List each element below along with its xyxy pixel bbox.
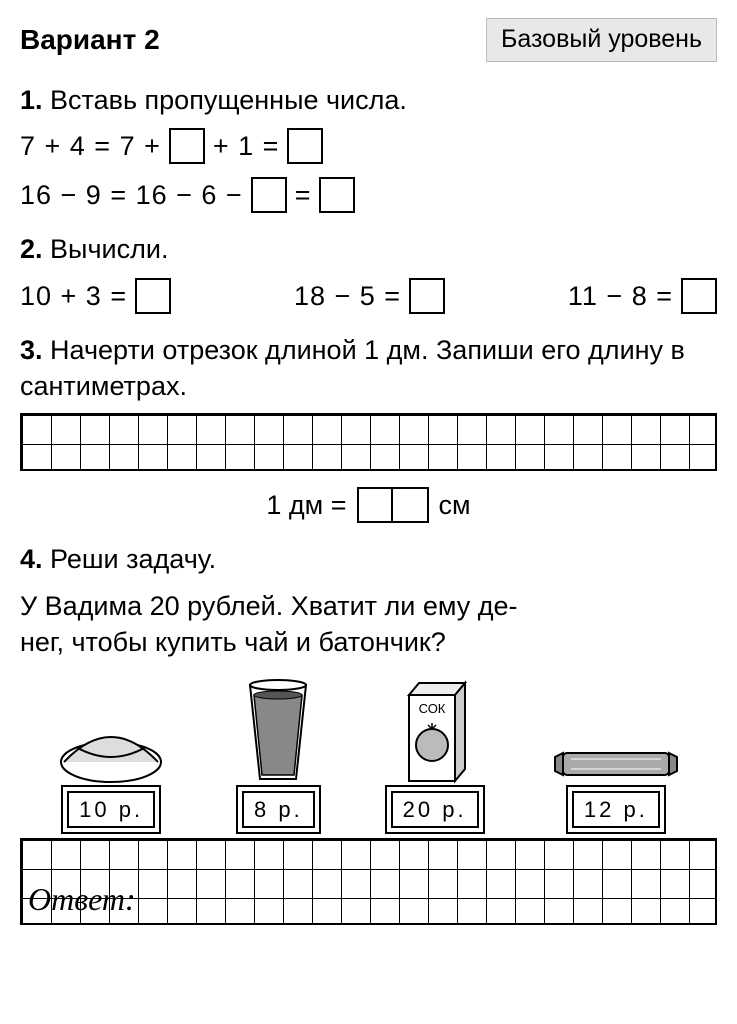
dm-equation: 1 дм = см: [20, 487, 717, 523]
answer-box[interactable]: [409, 278, 445, 314]
answer-label: Ответ:: [28, 878, 136, 921]
item-tea: 8 р.: [238, 677, 318, 829]
task-4-num: 4.: [20, 544, 43, 574]
task-2-num: 2.: [20, 234, 43, 264]
calc-2-expr: 18 − 5 =: [294, 278, 401, 314]
calc-3-expr: 11 − 8 =: [568, 278, 673, 314]
task-4: 4. Реши задачу. У Вадима 20 рублей. Хват…: [20, 541, 717, 925]
answer-box[interactable]: [681, 278, 717, 314]
task-3-text: Начерти отрезок длиной 1 дм. Запиши его …: [20, 335, 685, 401]
task-2: 2. Вычисли. 10 + 3 = 18 − 5 = 11 − 8 =: [20, 231, 717, 314]
calc-2: 18 − 5 =: [294, 278, 445, 314]
price-tag: 8 р.: [242, 791, 315, 829]
task-4-title-text: Реши задачу.: [50, 544, 216, 574]
answer-box[interactable]: [135, 278, 171, 314]
item-bar: 12 р.: [551, 737, 681, 829]
task-4-title: 4. Реши задачу.: [20, 541, 717, 577]
task-4-text: У Вадима 20 рублей. Хватит ли ему де- не…: [20, 588, 717, 661]
answer-box[interactable]: [287, 128, 323, 164]
price-tag: 20 р.: [391, 791, 479, 829]
juice-icon: СОК: [395, 677, 475, 787]
calc-1: 10 + 3 =: [20, 278, 171, 314]
eq1-part-a: 7 + 4 = 7 +: [20, 128, 161, 164]
task-1-text: Вставь пропущенные числа.: [50, 85, 407, 115]
task-1: 1. Вставь пропущенные числа. 7 + 4 = 7 +…: [20, 82, 717, 213]
eq1-part-b: + 1 =: [213, 128, 280, 164]
item-bun: 10 р.: [56, 717, 166, 829]
calc-1-expr: 10 + 3 =: [20, 278, 127, 314]
answer-box[interactable]: [169, 128, 205, 164]
items-row: 10 р. 8 р. СОК 20 р.: [20, 677, 717, 829]
dm-left: 1 дм =: [266, 487, 346, 523]
dm-right: см: [439, 487, 471, 523]
answer-box[interactable]: [319, 177, 355, 213]
task-2-text: Вычисли.: [50, 234, 168, 264]
bun-icon: [56, 717, 166, 787]
item-juice: СОК 20 р.: [391, 677, 479, 829]
answer-box-double[interactable]: [357, 487, 429, 523]
task-3-title: 3. Начерти отрезок длиной 1 дм. Запиши е…: [20, 332, 717, 405]
juice-label: СОК: [418, 701, 445, 716]
task-3-num: 3.: [20, 335, 43, 365]
task-2-row: 10 + 3 = 18 − 5 = 11 − 8 =: [20, 278, 717, 314]
calc-3: 11 − 8 =: [568, 278, 717, 314]
task-1-eq-2: 16 − 9 = 16 − 6 − =: [20, 177, 717, 213]
header-row: Вариант 2 Базовый уровень: [20, 18, 717, 62]
drawing-grid[interactable]: [20, 413, 717, 471]
answer-box[interactable]: [251, 177, 287, 213]
bar-icon: [551, 737, 681, 787]
task-1-num: 1.: [20, 85, 43, 115]
level-badge: Базовый уровень: [486, 18, 717, 62]
task-3: 3. Начерти отрезок длиной 1 дм. Запиши е…: [20, 332, 717, 523]
eq2-part-a: 16 − 9 = 16 − 6 −: [20, 177, 243, 213]
variant-title: Вариант 2: [20, 21, 160, 59]
task-1-eq-1: 7 + 4 = 7 + + 1 =: [20, 128, 717, 164]
price-tag: 10 р.: [67, 791, 155, 829]
eq2-part-b: =: [295, 177, 312, 213]
task-2-title: 2. Вычисли.: [20, 231, 717, 267]
tea-icon: [238, 677, 318, 787]
price-tag: 12 р.: [572, 791, 660, 829]
task-1-title: 1. Вставь пропущенные числа.: [20, 82, 717, 118]
answer-grid[interactable]: Ответ:: [20, 838, 717, 925]
